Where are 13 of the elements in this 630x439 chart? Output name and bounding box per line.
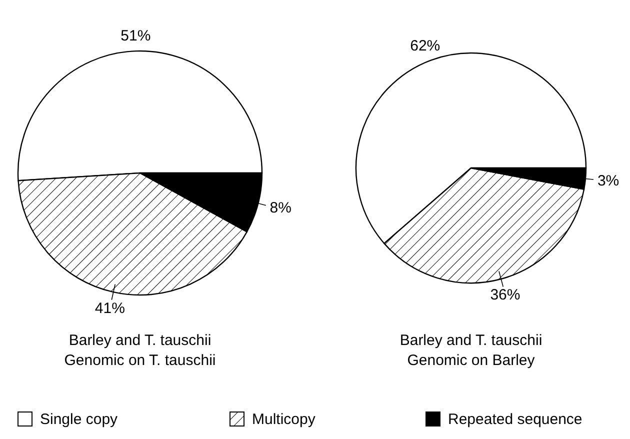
legend-label: Multicopy [252,411,316,428]
legend-label: Single copy [40,411,118,428]
text: Barley and T. tauschii [68,332,212,349]
text: Genomic on Barley [407,352,536,369]
data-label: 41% [94,300,125,317]
data-label: 62% [410,38,440,55]
data-label: 8% [270,200,292,217]
legend-label: Repeated sequence [448,411,582,428]
data-label: 51% [120,27,151,44]
data-label: 3% [597,172,620,190]
data-label: 36% [490,286,520,304]
text: Genomic on T. tauschii [64,352,216,369]
text: Barley and T. tauschii [400,332,542,349]
